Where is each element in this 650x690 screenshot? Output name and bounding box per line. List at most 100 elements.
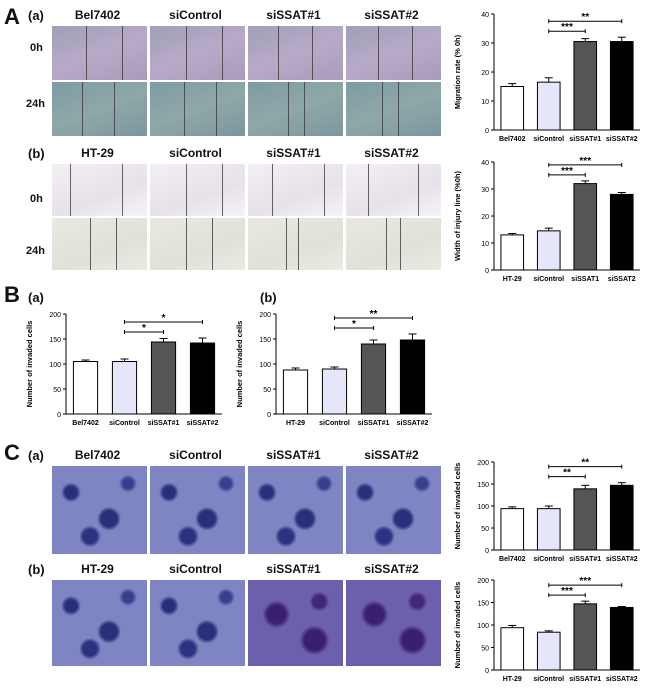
bar [609, 41, 634, 131]
subpanel-label-bb: (b) [260, 290, 277, 305]
x-tick-label: siSSAT#1 [148, 420, 180, 427]
scratch-image [248, 26, 343, 80]
invasion-image [346, 580, 441, 666]
scratch-image [346, 164, 441, 216]
y-tick-label: 200 [477, 578, 489, 585]
y-tick-label: 50 [53, 387, 61, 394]
scratch-image [150, 218, 245, 270]
y-tick-label: 100 [477, 623, 489, 630]
y-tick-label: 10 [481, 99, 489, 106]
y-axis-label: Number of invaded cells [235, 321, 244, 408]
col-label: siControl [169, 448, 222, 462]
subpanel-label-cb: (b) [28, 562, 45, 577]
scratch-image [150, 26, 245, 80]
scratch-image [346, 26, 441, 80]
significance-label: ** [581, 12, 589, 23]
y-tick-label: 40 [481, 160, 489, 167]
y-tick-label: 0 [267, 412, 271, 419]
y-tick-label: 0 [485, 128, 489, 135]
bar [360, 343, 387, 415]
y-tick-label: 100 [259, 362, 271, 369]
bar [573, 488, 598, 551]
x-tick-label: siSSAT#2 [606, 676, 638, 683]
bar [500, 86, 525, 131]
chart-Ba: 0 50 100 150 200 Number of invaded cells Bel74… [25, 312, 222, 427]
bar [573, 603, 598, 671]
x-tick-label: siSSAT#2 [606, 556, 638, 563]
significance-label: ** [581, 458, 589, 469]
col-label: siSSAT#2 [364, 8, 419, 22]
significance-label: ** [370, 309, 378, 320]
row-label-0h: 0h [30, 42, 43, 54]
x-tick-label: HT-29 [503, 276, 522, 283]
section-letter-a: A [4, 4, 20, 29]
y-tick-label: 150 [49, 337, 61, 344]
x-tick-label: siSSAT#1 [569, 136, 601, 143]
bar [573, 183, 598, 271]
col-label: HT-29 [81, 562, 114, 576]
significance-label: * [162, 313, 166, 324]
x-tick-label: siControl [109, 420, 140, 427]
y-tick-label: 30 [481, 41, 489, 48]
bar [609, 193, 634, 271]
y-axis-label: Width of injury line (%0h) [453, 171, 462, 261]
scratch-image [150, 164, 245, 216]
invasion-image [150, 580, 245, 666]
y-axis-label: Number of invaded cells [453, 582, 462, 669]
y-tick-label: 100 [477, 504, 489, 511]
bar [573, 41, 598, 131]
y-tick-label: 20 [481, 70, 489, 77]
x-tick-label: siControl [319, 420, 350, 427]
y-tick-label: 150 [259, 337, 271, 344]
subpanel-label-ca: (a) [28, 448, 44, 463]
significance-label: *** [561, 586, 573, 597]
y-tick-label: 0 [485, 548, 489, 555]
bar [189, 342, 216, 415]
x-tick-label: siSSAT#2 [397, 420, 429, 427]
invasion-image [150, 466, 245, 554]
x-tick-label: siSSAT#2 [187, 420, 219, 427]
col-label: siSSAT#1 [266, 448, 321, 462]
y-tick-label: 0 [57, 412, 61, 419]
invasion-image [248, 466, 343, 554]
x-tick-label: siSSAT#1 [358, 420, 390, 427]
bar [282, 369, 309, 415]
row-label-24h: 24h [26, 98, 45, 110]
chart-Ab: 0 10 20 30 40 Width of injury line (%0h) HT-29… [453, 156, 640, 283]
invasion-image [346, 466, 441, 554]
y-tick-label: 50 [481, 526, 489, 533]
bar [536, 81, 561, 131]
x-tick-label: siSSAT#2 [606, 136, 638, 143]
col-label: siControl [169, 146, 222, 160]
significance-label: *** [579, 576, 591, 587]
col-label: siSSAT#2 [364, 562, 419, 576]
invasion-image [52, 580, 147, 666]
chart-Aa: 0 10 20 30 40 Migration rate (% 0h) Bel7402 siC… [453, 12, 640, 143]
y-axis-label: Migration rate (% 0h) [453, 34, 462, 109]
y-tick-label: 30 [481, 187, 489, 194]
subpanel-label-ba: (a) [28, 290, 44, 305]
col-label: siSSAT#2 [364, 448, 419, 462]
scratch-image [346, 82, 441, 136]
significance-label: *** [561, 166, 573, 177]
bar [500, 508, 525, 551]
y-tick-label: 200 [477, 460, 489, 467]
x-tick-label: Bel7402 [72, 420, 99, 427]
scratch-image [52, 82, 147, 136]
col-label: siSSAT#1 [266, 562, 321, 576]
bar [321, 368, 348, 415]
x-tick-label: siSSAT1 [571, 276, 599, 283]
scratch-image [248, 218, 343, 270]
scratch-image [346, 218, 441, 270]
bar [536, 508, 561, 551]
x-tick-label: siSSAT#1 [569, 556, 601, 563]
bar [536, 631, 561, 671]
y-tick-label: 10 [481, 241, 489, 248]
row-label-24h: 24h [26, 245, 45, 257]
y-tick-label: 0 [485, 668, 489, 675]
y-tick-label: 50 [481, 646, 489, 653]
bar [536, 230, 561, 271]
subpanel-label-ab: (b) [28, 146, 45, 161]
bar [609, 484, 634, 551]
x-tick-label: siSSAT2 [608, 276, 636, 283]
